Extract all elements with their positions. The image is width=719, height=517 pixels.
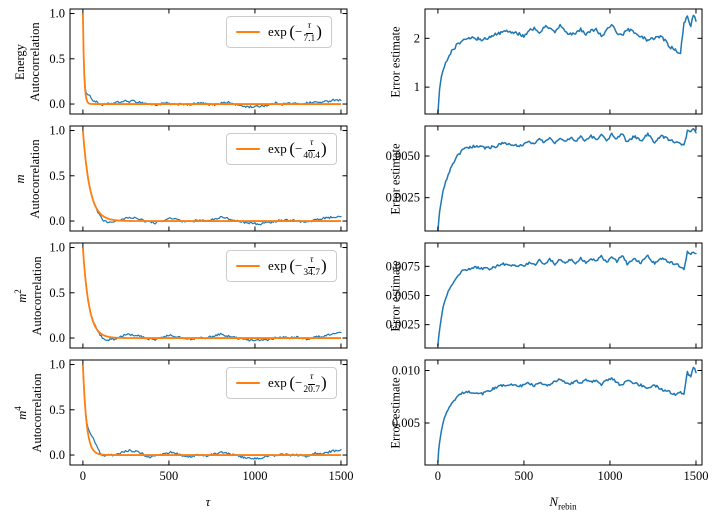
y-tick-label: 0.5: [49, 52, 65, 66]
x-tick-label: 500: [515, 469, 534, 483]
legend-box-m: exp (− τ 40.4): [226, 133, 337, 165]
legend-label: exp (− τ 20.7): [268, 372, 327, 395]
panel-Energy-left: 0.0 0.5 1.0: [49, 7, 348, 115]
x-tick-label: 1000: [597, 469, 622, 483]
legend-line-sample: [236, 30, 260, 34]
autocorrelation-label: Autocorrelation: [28, 138, 42, 219]
y-tick-label: 1: [414, 80, 420, 94]
curve-layer: [437, 14, 697, 114]
y-tick-label: 0.0050: [386, 149, 420, 163]
curve-layer: [437, 366, 697, 463]
x-tick-label: 1500: [328, 469, 353, 483]
y-tick-label: 0.0: [49, 97, 65, 111]
axes-box: [424, 8, 703, 115]
y-tick-label: 0.0: [49, 331, 65, 345]
x-tick-label: 1000: [242, 469, 267, 483]
observable-symbol: m2: [12, 288, 30, 303]
curve-layer: [437, 127, 697, 231]
axes-box: [69, 359, 348, 466]
axes-box: [69, 8, 348, 115]
legend-box-m2: exp (− τ 34.7): [226, 250, 337, 282]
y-tick-label: 0.5: [49, 169, 65, 183]
y-tick-label: 0.010: [392, 364, 420, 378]
panel-m2-right: 0.0025 0.0050 0.0075: [386, 242, 703, 349]
axes-box: [424, 359, 703, 466]
x-tick-label: 500: [160, 469, 179, 483]
y-axis-label-m2-autocorrelation: m2 Autocorrelation: [11, 256, 45, 335]
n-symbol: N: [549, 494, 559, 509]
y-axis-label-m4-autocorrelation: m4 Autocorrelation: [11, 373, 45, 452]
panel-m4-right: 0 500 1000 1500 0.005 0.010: [392, 359, 708, 483]
curve-layer: [437, 250, 697, 347]
error-estimate-curve: [437, 366, 697, 463]
exp-fit-curve: [82, 130, 342, 222]
y-tick-label: 1.0: [49, 7, 65, 21]
y-axis-label-m-autocorrelation: m Autocorrelation: [13, 139, 43, 218]
x-axis-label-tau: τ: [206, 494, 211, 510]
observable-exponent: 2: [12, 288, 23, 294]
legend-box-Energy: exp (− τ 7.1): [226, 16, 332, 48]
x-tick-label: 0: [435, 469, 441, 483]
tau-symbol: τ: [205, 494, 211, 509]
y-axis-label-Energy-autocorrelation: Energy Autocorrelation: [13, 22, 43, 101]
y-tick-label: 0.005: [392, 416, 420, 430]
autocorrelation-label: Autocorrelation: [28, 21, 42, 102]
axes-box: [69, 125, 348, 232]
y-tick-label: 1.0: [49, 241, 65, 255]
rebin-subscript: rebin: [558, 501, 577, 512]
y-tick-label: 0.5: [49, 403, 65, 417]
y-tick-label: 0.5: [49, 286, 65, 300]
y-axis-label-error-estimate: Error estimate: [388, 259, 403, 332]
exp-fit-curve: [82, 364, 342, 456]
y-tick-label: 0.0025: [386, 318, 420, 332]
observable-exponent: 4: [12, 405, 23, 411]
curve-layer: [82, 246, 342, 342]
autocorrelation-label: Autocorrelation: [30, 255, 45, 336]
exp-fit-curve: [82, 13, 342, 105]
autocorrelation-label: Autocorrelation: [30, 372, 45, 453]
legend-label: exp (− τ 34.7): [268, 255, 327, 278]
y-axis-label-error-estimate: Error estimate: [388, 376, 403, 449]
legend-line-sample: [236, 264, 260, 268]
panel-m2-left: 0.0 0.5 1.0: [49, 241, 348, 349]
y-tick-label: 0.0075: [386, 259, 420, 273]
legend-label: exp (− τ 40.4): [268, 138, 327, 161]
autocorrelation-curve: [82, 246, 342, 342]
observable-symbol: m: [13, 173, 27, 184]
curve-layer: [82, 363, 342, 460]
panel-m-right: 0.0025 0.0050: [386, 125, 703, 232]
legend-line-sample: [236, 147, 260, 151]
y-tick-label: 2: [414, 31, 420, 45]
curve-layer: [82, 12, 342, 109]
y-tick-label: 1.0: [49, 124, 65, 138]
legend-label: exp (− τ 7.1): [268, 21, 322, 44]
panel-m4-left: 0 500 1000 1500 0.0 0.5 1.0: [49, 358, 353, 483]
curve-layer: [82, 129, 342, 226]
y-axis-label-error-estimate: Error estimate: [388, 25, 403, 98]
y-tick-label: 0.0: [49, 214, 65, 228]
observable-symbol: m4: [12, 405, 30, 420]
x-tick-label: 0: [80, 469, 86, 483]
axes-box: [69, 242, 348, 349]
y-tick-label: 0.0025: [386, 191, 420, 205]
y-tick-label: 0.0: [49, 448, 65, 462]
axes-box: [424, 125, 703, 232]
exp-fit-curve: [82, 247, 342, 339]
legend-box-m4: exp (− τ 20.7): [226, 367, 337, 399]
y-axis-label-error-estimate: Error estimate: [388, 142, 403, 215]
y-tick-label: 1.0: [49, 358, 65, 372]
error-estimate-curve: [437, 14, 697, 114]
x-tick-label: 1500: [683, 469, 708, 483]
legend-line-sample: [236, 381, 260, 385]
x-axis-label-nrebin: Nrebin: [549, 494, 576, 512]
observable-symbol: Energy: [13, 43, 27, 80]
y-tick-label: 0.0050: [386, 289, 420, 303]
error-estimate-curve: [437, 127, 697, 231]
error-estimate-curve: [437, 250, 697, 347]
panel-m-left: 0.0 0.5 1.0: [49, 124, 348, 232]
panel-Energy-right: 12: [414, 8, 703, 115]
